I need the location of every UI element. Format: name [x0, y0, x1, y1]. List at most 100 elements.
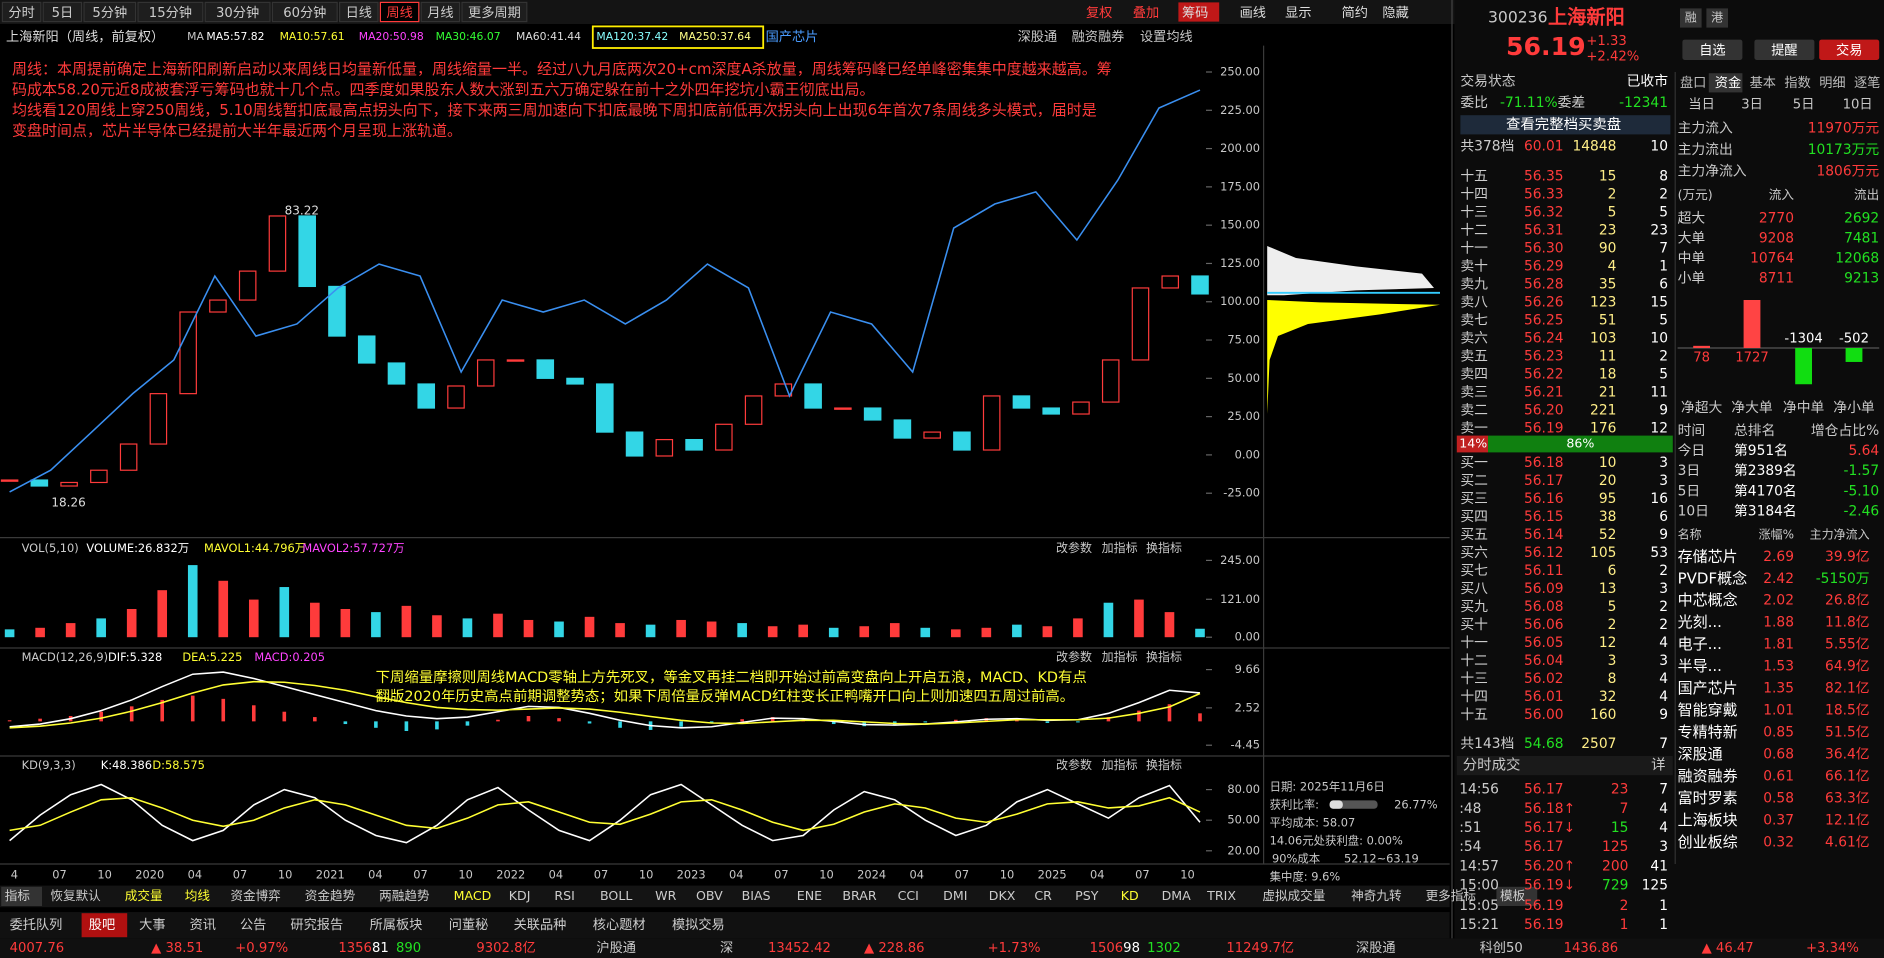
- fund-tab[interactable]: 明细: [1819, 75, 1845, 91]
- fund-tab[interactable]: 基本: [1750, 75, 1776, 91]
- sector-cell[interactable]: 融资融券: [1678, 767, 1738, 785]
- panel-button[interactable]: 加指标: [1102, 649, 1138, 664]
- sector-cell[interactable]: 上海板块: [1678, 811, 1738, 829]
- chart-option[interactable]: 深股通: [1018, 29, 1058, 45]
- indicator-tab[interactable]: TRIX: [1206, 888, 1236, 903]
- period-tab[interactable]: [271, 1, 338, 23]
- fund-period[interactable]: 10日: [1843, 97, 1873, 112]
- panel-button[interactable]: 换指标: [1146, 757, 1182, 772]
- fund-tab[interactable]: 指数: [1784, 75, 1810, 91]
- bottom-tab[interactable]: 所属板块: [370, 917, 423, 933]
- indicator-tab[interactable]: DMI: [943, 888, 967, 903]
- quote-button[interactable]: [1682, 39, 1743, 61]
- period-tab[interactable]: [420, 1, 461, 23]
- tool-button[interactable]: 复权: [1086, 4, 1112, 21]
- panel-button[interactable]: 改参数: [1056, 540, 1092, 555]
- bottom-tab[interactable]: 问董秘: [449, 917, 489, 933]
- indicator-tab[interactable]: 指标: [5, 888, 31, 903]
- sector-cell[interactable]: 存储芯片: [1678, 547, 1738, 565]
- tool-button[interactable]: 筹码: [1182, 4, 1208, 21]
- bottom-tab[interactable]: 委托队列: [10, 917, 63, 933]
- bottom-tab[interactable]: 大事: [139, 917, 165, 933]
- sector-cell[interactable]: 创业板综: [1678, 833, 1738, 851]
- panel-button[interactable]: 加指标: [1102, 540, 1138, 555]
- quote-button-label[interactable]: 提醒: [1771, 42, 1797, 58]
- period-tab-label[interactable]: 更多周期: [468, 4, 521, 21]
- full-book[interactable]: 查看完整档买卖盘: [1506, 115, 1621, 133]
- bottom-tab[interactable]: 股吧: [89, 918, 115, 933]
- tool-button[interactable]: 简约: [1342, 4, 1368, 21]
- period-tab[interactable]: [379, 1, 420, 23]
- period-tab-label[interactable]: 月线: [427, 5, 453, 21]
- indicator-tab[interactable]: WR: [655, 888, 676, 903]
- indicator-tab[interactable]: KD: [1121, 888, 1139, 903]
- indicator-tab[interactable]: 成交量: [125, 888, 163, 903]
- period-tab[interactable]: [42, 1, 83, 23]
- panel-button[interactable]: 换指标: [1146, 649, 1182, 664]
- tool-button[interactable]: 画线: [1240, 5, 1266, 21]
- sector-cell[interactable]: 智能穿戴: [1678, 701, 1738, 719]
- sector-cell[interactable]: 光刻...: [1678, 613, 1722, 631]
- sector-tag[interactable]: 国产芯片: [766, 29, 819, 45]
- indicator-tab[interactable]: 均线: [185, 888, 211, 903]
- indicator-tab[interactable]: DMA: [1162, 888, 1192, 903]
- bottom-tab[interactable]: 模拟交易: [672, 916, 725, 933]
- sector-cell[interactable]: 半导...: [1678, 657, 1722, 675]
- indicator-tab[interactable]: BRAR: [842, 888, 876, 903]
- fund-period[interactable]: 5日: [1793, 97, 1815, 112]
- indicator-tab[interactable]: 资金趋势: [305, 888, 356, 903]
- fund-tab[interactable]: 资金: [1715, 75, 1741, 91]
- period-tab[interactable]: [83, 1, 137, 23]
- period-tab-label[interactable]: 60分钟: [283, 4, 326, 21]
- period-tab-label[interactable]: 15分钟: [149, 4, 192, 21]
- indicator-tab[interactable]: 模板: [1500, 888, 1526, 903]
- chart-option[interactable]: 融资融券: [1072, 29, 1125, 45]
- indicator-tab[interactable]: 虚拟成交量: [1262, 888, 1325, 903]
- panel-button[interactable]: 换指标: [1146, 540, 1182, 555]
- fund-tab[interactable]: 盘口: [1680, 74, 1706, 91]
- bottom-tab[interactable]: 资讯: [190, 917, 216, 933]
- panel-button[interactable]: 改参数: [1056, 649, 1092, 664]
- indicator-tab[interactable]: 神奇九转: [1351, 888, 1402, 903]
- sector-cell[interactable]: 深股通: [1678, 745, 1723, 763]
- indicator-tab[interactable]: DKX: [989, 888, 1016, 903]
- period-tab-label[interactable]: 分时: [8, 5, 34, 21]
- period-tab-label[interactable]: 日线: [346, 5, 372, 21]
- fund-period[interactable]: 3日: [1741, 97, 1763, 112]
- sector-cell[interactable]: 电子...: [1678, 635, 1722, 653]
- chart-option[interactable]: 设置均线: [1140, 29, 1193, 45]
- period-tab[interactable]: [137, 1, 204, 23]
- period-tab[interactable]: [204, 1, 271, 23]
- period-tab-label[interactable]: 5日: [52, 6, 74, 21]
- indicator-tab[interactable]: CCI: [898, 888, 919, 903]
- indicator-tab[interactable]: 资金博弈: [230, 888, 280, 903]
- bottom-tab[interactable]: 核心题材: [593, 917, 646, 933]
- indicator-tab[interactable]: BIAS: [742, 888, 771, 903]
- period-tab-label[interactable]: 周线: [386, 5, 412, 21]
- indicator-tab[interactable]: ENE: [797, 888, 822, 903]
- quote-button-label[interactable]: 自选: [1699, 42, 1725, 58]
- indicator-tab[interactable]: CR: [1034, 888, 1052, 903]
- bottom-tab[interactable]: 公告: [240, 917, 266, 933]
- indicator-tab[interactable]: BOLL: [600, 888, 632, 903]
- indicator-tab[interactable]: RSI: [554, 888, 574, 903]
- indicator-tab[interactable]: MACD: [454, 888, 492, 903]
- quote-button[interactable]: [1754, 39, 1815, 61]
- panel-button[interactable]: 加指标: [1102, 757, 1138, 772]
- tool-button[interactable]: 叠加: [1133, 5, 1159, 21]
- indicator-tab[interactable]: 恢复默认: [50, 888, 101, 903]
- tool-button[interactable]: 隐藏: [1382, 5, 1408, 21]
- tool-button[interactable]: 显示: [1285, 6, 1311, 21]
- period-tab[interactable]: [461, 1, 528, 23]
- sector-cell[interactable]: 中芯概念: [1678, 591, 1738, 609]
- sector-cell[interactable]: 富时罗素: [1678, 789, 1738, 807]
- period-tab-label[interactable]: 30分钟: [216, 4, 259, 21]
- indicator-tab[interactable]: PSY: [1075, 888, 1099, 903]
- period-tab[interactable]: [1, 1, 42, 23]
- sector-cell[interactable]: 国产芯片: [1678, 679, 1738, 697]
- indicator-tab[interactable]: KDJ: [509, 888, 531, 903]
- bottom-tab[interactable]: 研究报告: [290, 917, 343, 933]
- trades-detail[interactable]: 详: [1651, 757, 1665, 774]
- sector-cell[interactable]: 专精特新: [1678, 723, 1738, 741]
- indicator-tab[interactable]: 更多指标: [1426, 888, 1477, 903]
